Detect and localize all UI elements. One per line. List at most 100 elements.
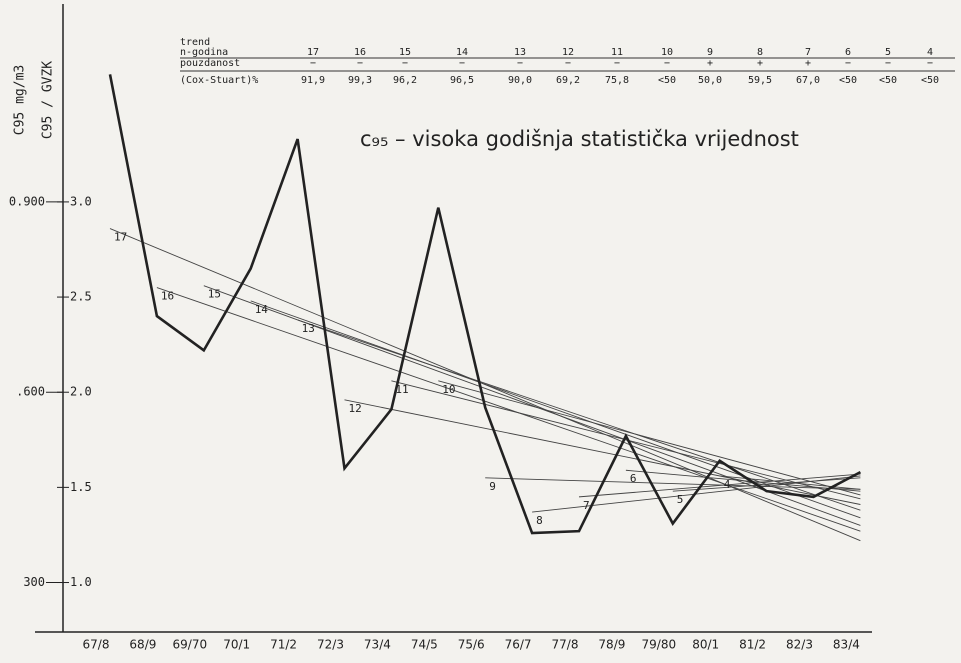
- table-cell: −: [885, 58, 891, 69]
- table-cell: 99,3: [348, 75, 372, 86]
- table-cell: <50: [839, 75, 857, 86]
- trend-label: 13: [302, 322, 315, 335]
- x-tick-label: 70/1: [223, 638, 250, 652]
- table-row-label: (Cox-Stuart)%: [180, 75, 258, 86]
- table-cell: −: [357, 58, 363, 69]
- trend-label: 11: [395, 383, 408, 396]
- x-tick-label: 68/9: [129, 638, 156, 652]
- y-tick-label: 3.0: [70, 194, 92, 208]
- y2-tick-label: .600: [16, 385, 45, 399]
- annotation: c₉₅ – visoka godišnja statistička vrijed…: [360, 127, 799, 151]
- trend-label: 14: [255, 303, 269, 316]
- table-cell: 75,8: [605, 75, 629, 86]
- trend-label: 9: [489, 480, 496, 493]
- x-tick-label: 80/1: [692, 638, 719, 652]
- table-cell: 4: [927, 47, 933, 58]
- y-tick-label: 1.0: [70, 575, 92, 589]
- table-cell: <50: [879, 75, 897, 86]
- x-tick-label: 72/3: [317, 638, 344, 652]
- table-cell: 69,2: [556, 75, 580, 86]
- table-cell: −: [927, 58, 933, 69]
- x-tick-label: 67/8: [83, 638, 110, 652]
- trend-label: 17: [114, 231, 127, 244]
- table-cell: −: [310, 58, 316, 69]
- table-cell: −: [614, 58, 620, 69]
- table-row-label: trend: [180, 37, 210, 48]
- x-tick-label: 71/2: [270, 638, 297, 652]
- trend-line: [438, 380, 861, 496]
- table-cell: 11: [611, 47, 623, 58]
- table-cell: 91,9: [301, 75, 325, 86]
- table-cell: −: [664, 58, 670, 69]
- table-cell: 13: [514, 47, 526, 58]
- table-cell: 5: [885, 47, 891, 58]
- trend-label: 4: [724, 478, 731, 491]
- table-cell: 12: [562, 47, 574, 58]
- y2-axis-label: C95 mg/m3: [13, 65, 28, 135]
- x-tick-label: 81/2: [739, 638, 766, 652]
- x-tick-label: 78/9: [598, 638, 625, 652]
- table-cell: +: [805, 58, 811, 69]
- table-cell: −: [459, 58, 465, 69]
- table-cell: 6: [845, 47, 851, 58]
- table-cell: 50,0: [698, 75, 722, 86]
- table-cell: <50: [921, 75, 939, 86]
- table-cell: 9: [707, 47, 713, 58]
- y-tick-label: 1.5: [70, 480, 92, 494]
- table-cell: 15: [399, 47, 411, 58]
- x-tick-label: 73/4: [364, 638, 391, 652]
- x-tick-label: 76/7: [505, 638, 532, 652]
- table-cell: 10: [661, 47, 673, 58]
- table-cell: −: [565, 58, 571, 69]
- trend-line: [485, 477, 861, 490]
- trend-label: 12: [349, 402, 362, 415]
- y-tick-label: 2.5: [70, 290, 92, 304]
- trend-line: [578, 473, 861, 498]
- trend-label: 10: [442, 383, 455, 396]
- y2-tick-label: 300: [23, 575, 45, 589]
- trend-line: [391, 380, 861, 500]
- table-cell: −: [845, 58, 851, 69]
- trend-line: [156, 287, 861, 532]
- x-tick-label: 79/80: [642, 638, 677, 652]
- trend-label: 16: [161, 290, 174, 303]
- trend-line: [672, 477, 861, 492]
- trend-label: 6: [630, 472, 637, 485]
- x-tick-label: 83/4: [833, 638, 860, 652]
- x-tick-label: 75/6: [458, 638, 485, 652]
- trend-line: [297, 319, 861, 511]
- x-tick-label: 82/3: [786, 638, 813, 652]
- table-cell: 96,5: [450, 75, 474, 86]
- trend-label: 15: [208, 288, 221, 301]
- trend-line: [625, 469, 861, 492]
- table-cell: −: [517, 58, 523, 69]
- table-cell: +: [757, 58, 763, 69]
- table-cell: +: [707, 58, 713, 69]
- table-row-label: pouzdanost: [180, 58, 240, 69]
- data-line: [108, 74, 862, 535]
- table-cell: <50: [658, 75, 676, 86]
- y-tick-label: 2.0: [70, 385, 92, 399]
- y-axis-label: C95 / GVZK: [41, 61, 56, 139]
- x-tick-label: 77/8: [552, 638, 579, 652]
- table-cell: 16: [354, 47, 366, 58]
- trend-label: 8: [536, 514, 543, 527]
- table-cell: 8: [757, 47, 763, 58]
- y2-tick-label: 0.900: [9, 194, 45, 208]
- x-tick-label: 69/70: [173, 638, 208, 652]
- trend-label: 7: [583, 499, 590, 512]
- trend-label: 5: [677, 493, 684, 506]
- table-cell: 17: [307, 47, 319, 58]
- table-cell: 59,5: [748, 75, 772, 86]
- table-cell: 90,0: [508, 75, 532, 86]
- x-tick-label: 74/5: [411, 638, 438, 652]
- table-cell: 7: [805, 47, 811, 58]
- table-cell: 67,0: [796, 75, 820, 86]
- table-cell: −: [402, 58, 408, 69]
- table-cell: 96,2: [393, 75, 417, 86]
- table-row-label: n-godina: [180, 47, 228, 58]
- table-cell: 14: [456, 47, 468, 58]
- trend-line: [719, 475, 861, 490]
